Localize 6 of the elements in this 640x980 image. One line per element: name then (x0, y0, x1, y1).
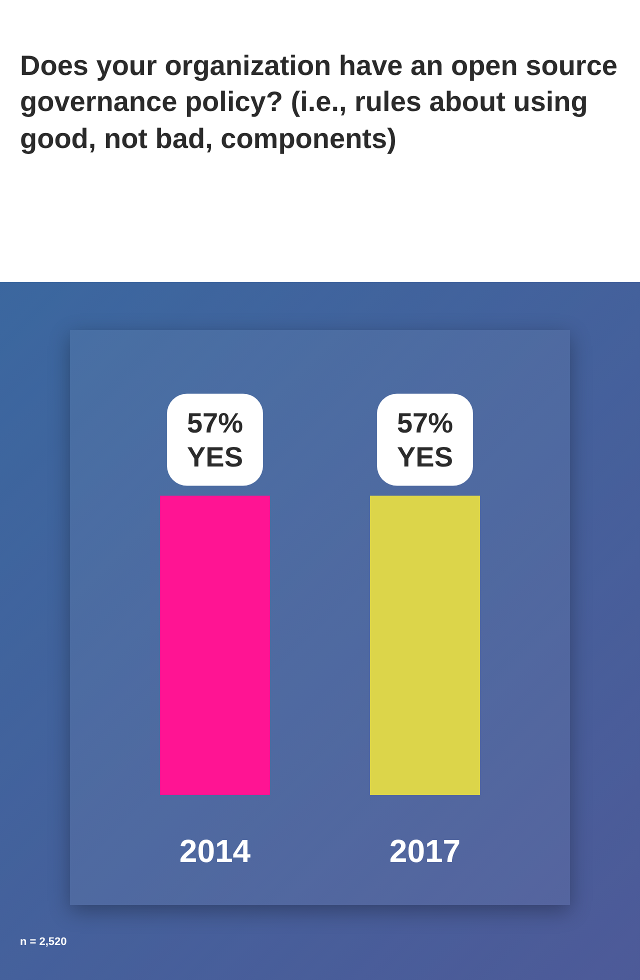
x-tick-label: 2014 (179, 833, 251, 869)
data-label: 57% YES (186, 407, 244, 472)
text: n = 2,520 (20, 936, 67, 948)
data-label: 57% YES (396, 407, 454, 472)
chart-title: Does your organization have an open source governance policy? (i.e., rules about using good, not bad, components) (20, 49, 618, 156)
x-tick-label: 2017 (389, 833, 461, 869)
